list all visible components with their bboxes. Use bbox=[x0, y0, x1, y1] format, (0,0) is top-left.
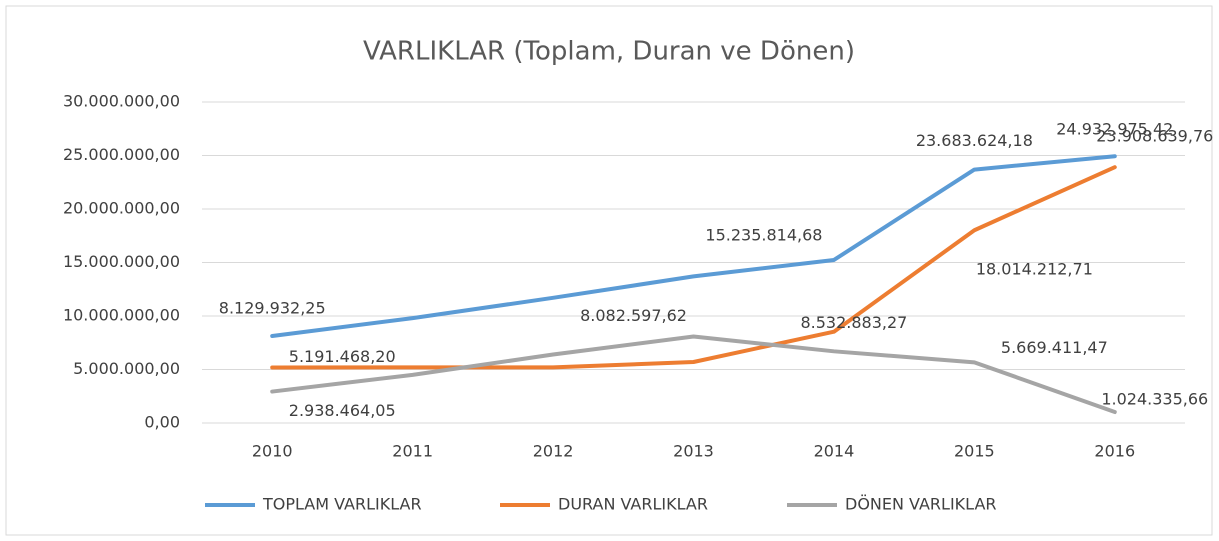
data-label: 8.532.883,27 bbox=[800, 313, 907, 332]
series-line bbox=[270, 165, 1117, 370]
data-label: 23.908.639,76 bbox=[1096, 127, 1213, 146]
legend-label: TOPLAM VARLIKLAR bbox=[262, 495, 422, 514]
data-label: 8.129.932,25 bbox=[219, 299, 326, 318]
data-label: 8.082.597,62 bbox=[580, 306, 687, 325]
y-tick-label: 15.000.000,00 bbox=[63, 252, 180, 271]
data-label: 23.683.624,18 bbox=[916, 131, 1033, 150]
y-tick-label: 0,00 bbox=[144, 413, 180, 432]
x-tick-label: 2011 bbox=[392, 442, 433, 461]
y-tick-label: 30.000.000,00 bbox=[63, 92, 180, 111]
series-line bbox=[270, 154, 1117, 339]
x-tick-label: 2010 bbox=[252, 442, 293, 461]
y-tick-label: 5.000.000,00 bbox=[73, 359, 180, 378]
x-tick-label: 2014 bbox=[814, 442, 855, 461]
data-label: 5.669.411,47 bbox=[1001, 338, 1108, 357]
data-label: 15.235.814,68 bbox=[705, 225, 822, 244]
y-tick-label: 25.000.000,00 bbox=[63, 145, 180, 164]
x-tick-label: 2013 bbox=[673, 442, 714, 461]
x-tick-label: 2015 bbox=[954, 442, 995, 461]
data-label: 5.191.468,20 bbox=[289, 347, 396, 366]
y-tick-label: 20.000.000,00 bbox=[63, 199, 180, 218]
data-label: 1.024.335,66 bbox=[1101, 390, 1208, 409]
legend-label: DURAN VARLIKLAR bbox=[558, 495, 708, 514]
x-tick-label: 2016 bbox=[1094, 442, 1135, 461]
chart-frame bbox=[5, 5, 1213, 536]
chart-title: VARLIKLAR (Toplam, Duran ve Dönen) bbox=[363, 37, 855, 67]
series-line bbox=[270, 334, 1117, 415]
y-tick-label: 10.000.000,00 bbox=[63, 306, 180, 325]
data-label: 24.932.975,42 bbox=[1056, 120, 1173, 139]
data-label: 18.014.212,71 bbox=[976, 260, 1093, 279]
legend-label: DÖNEN VARLIKLAR bbox=[845, 495, 997, 514]
data-label: 2.938.464,05 bbox=[289, 401, 396, 420]
x-tick-label: 2012 bbox=[533, 442, 574, 461]
